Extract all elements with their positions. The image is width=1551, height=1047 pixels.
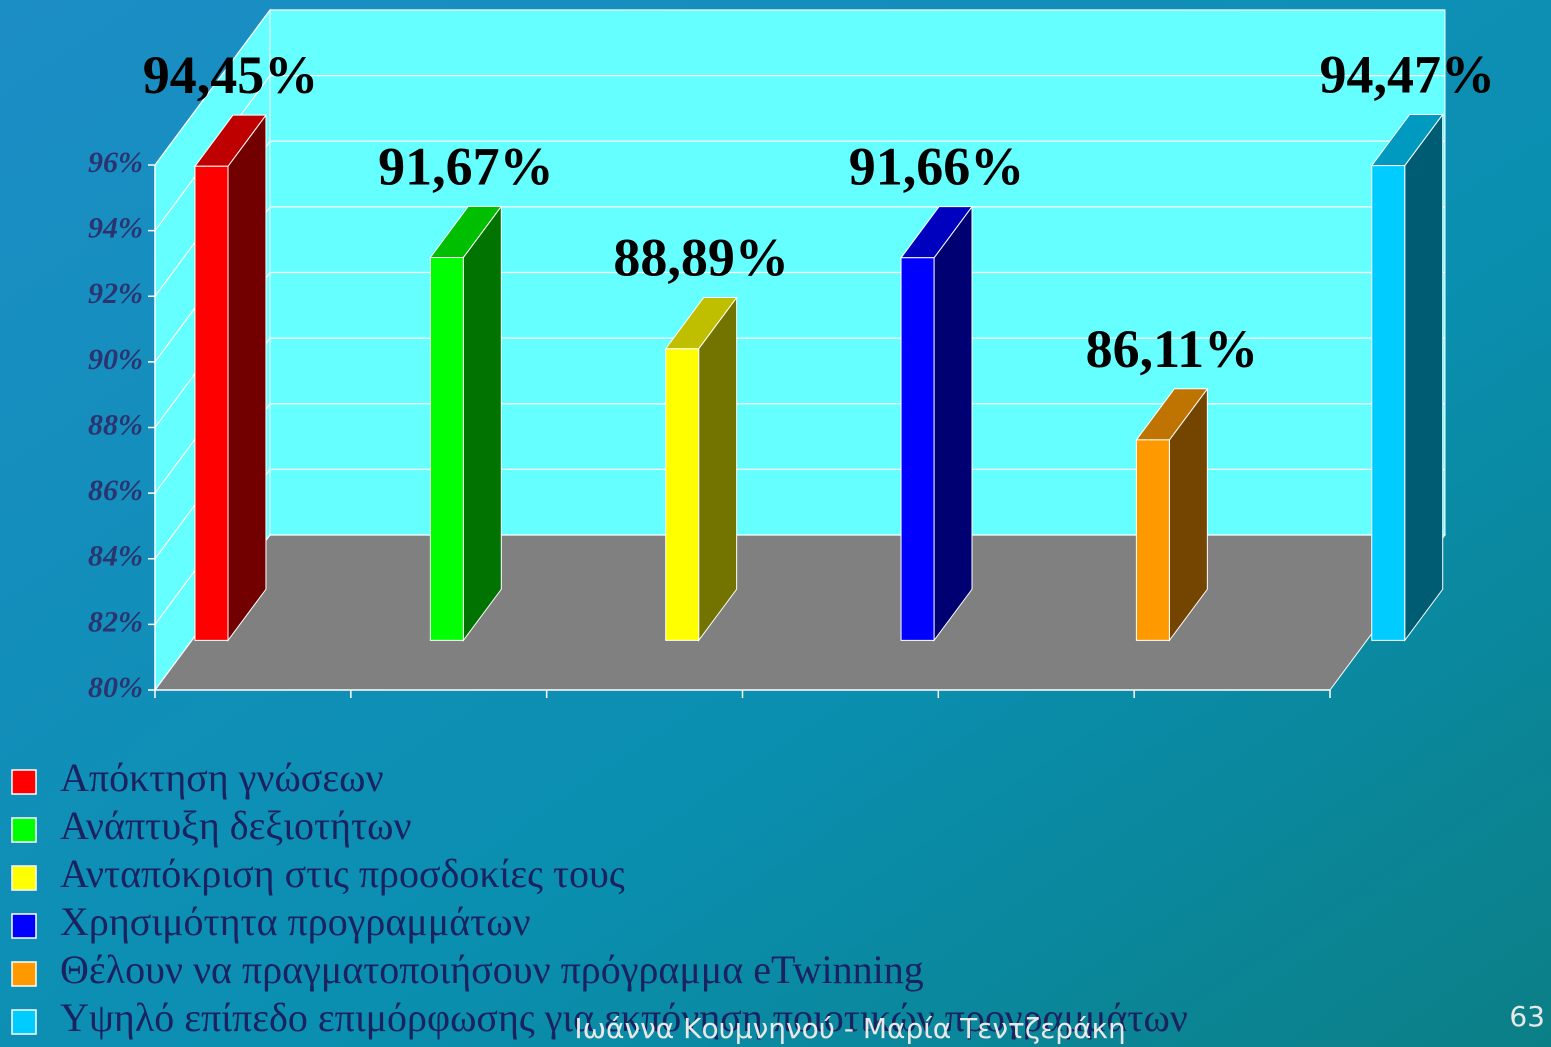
bar-side — [698, 296, 738, 642]
legend-label: Ανάπτυξη δεξιοτήτων — [60, 803, 412, 848]
value-label: 88,89% — [613, 228, 789, 288]
y-tick-label: 82% — [88, 605, 143, 638]
bar-side — [227, 113, 267, 642]
bar — [664, 296, 738, 642]
page-number: 63 — [1509, 1000, 1545, 1033]
bar — [429, 204, 503, 642]
y-tick-label: 80% — [88, 671, 143, 704]
value-label: 94,45% — [143, 45, 319, 105]
bar — [1370, 112, 1444, 642]
legend-label: Χρησιμότητα προγραμμάτων — [60, 899, 531, 944]
y-tick-label: 90% — [88, 343, 143, 376]
footer-authors: Ιωάννα Κουμνηνού - Μαρία Τεντζεράκη — [574, 1012, 1125, 1045]
bar-side — [462, 204, 502, 642]
floor — [154, 534, 1446, 691]
bar-front — [665, 348, 700, 641]
y-tick-label: 86% — [88, 474, 143, 507]
y-tick-label: 92% — [88, 277, 143, 310]
y-tick-label: 94% — [88, 212, 143, 245]
grid-line — [154, 140, 1445, 297]
bar-front — [429, 256, 464, 641]
legend-swatch — [11, 913, 37, 939]
y-tick-label: 84% — [88, 540, 143, 573]
bar — [194, 113, 267, 642]
legend-label: Απόκτηση γνώσεων — [60, 755, 384, 800]
grid-line — [154, 271, 1445, 428]
grid-line — [154, 403, 1445, 560]
value-label: 86,11% — [1086, 319, 1259, 379]
legend-swatch — [11, 769, 37, 795]
legend-swatch — [11, 865, 37, 891]
legend-label: Ανταπόκριση στις προσδοκίες τους — [60, 851, 625, 896]
legend-swatch — [11, 1009, 37, 1035]
legend-swatch — [11, 961, 37, 987]
bar-front — [1135, 439, 1170, 641]
bar-front — [194, 165, 229, 641]
bar-side — [1404, 112, 1444, 642]
value-label: 94,47% — [1319, 44, 1495, 104]
grid-line — [154, 75, 1445, 231]
grid-line — [154, 337, 1445, 494]
plot: 80% 82% 84% 86% 88% 90% 92% 94% 96% 94,45% Απόκτησ… — [11, 8, 1495, 1040]
legend-label: Θέλουν να πραγματοποιήσουν πρόγραμμα eTw… — [60, 947, 924, 992]
value-label: 91,67% — [378, 136, 554, 196]
legend-label: Υψηλό επίπεδο επιμόρφωσης για εκπόνηση π… — [60, 995, 1188, 1040]
y-tick-label: 96% — [88, 146, 143, 179]
y-tick-label: 88% — [88, 408, 143, 441]
grid-line — [154, 9, 1445, 166]
grid-line — [154, 534, 1445, 691]
bar-side — [933, 205, 973, 642]
bar — [900, 205, 973, 642]
bar-front — [1371, 165, 1406, 641]
bar-front — [900, 257, 935, 641]
bar — [1135, 387, 1209, 642]
legend-swatch — [11, 817, 37, 843]
value-label: 91,66% — [849, 137, 1025, 197]
grid-line — [154, 468, 1445, 625]
grid-line — [154, 206, 1445, 363]
